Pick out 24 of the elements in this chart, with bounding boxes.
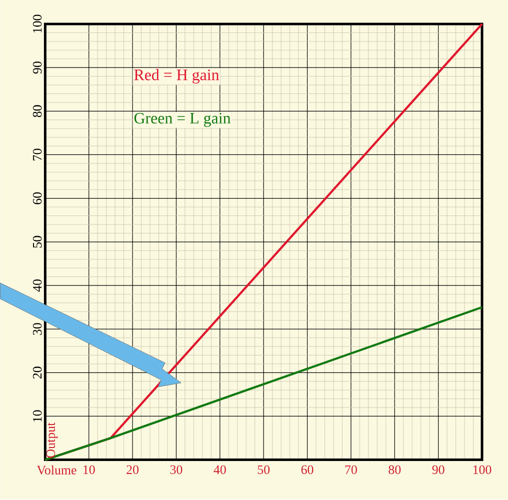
y-tick-label: 40 bbox=[32, 280, 42, 292]
x-tick-label: 60 bbox=[301, 465, 314, 474]
x-tick-label: 90 bbox=[432, 465, 444, 474]
x-tick-label: 50 bbox=[258, 465, 270, 474]
x-tick-label: 20 bbox=[126, 465, 139, 474]
x-tick-label: 10 bbox=[84, 465, 95, 474]
x-tick-label: 80 bbox=[388, 465, 401, 474]
y-tick-label: 50 bbox=[32, 236, 42, 248]
y-tick-label: 30 bbox=[32, 323, 42, 336]
y-tick-label: 70 bbox=[32, 148, 42, 160]
text: Red = H gain bbox=[134, 69, 220, 84]
x-axis-title: Volume bbox=[36, 465, 76, 475]
y-tick-label: 100 bbox=[32, 14, 42, 33]
x-tick-label: 70 bbox=[345, 465, 357, 474]
x-tick-label: 40 bbox=[214, 465, 226, 474]
x-tick-label: 100 bbox=[473, 465, 492, 474]
y-tick-label: 60 bbox=[32, 192, 42, 204]
y-tick-label: 20 bbox=[32, 366, 42, 379]
y-tick-label: 80 bbox=[32, 105, 42, 118]
text: Green = L gain bbox=[134, 112, 231, 127]
x-tick-label: 30 bbox=[170, 465, 182, 474]
y-tick-label: 10 bbox=[32, 410, 42, 422]
y-tick-label: 90 bbox=[32, 62, 42, 74]
y-axis-title: Output bbox=[46, 422, 58, 458]
